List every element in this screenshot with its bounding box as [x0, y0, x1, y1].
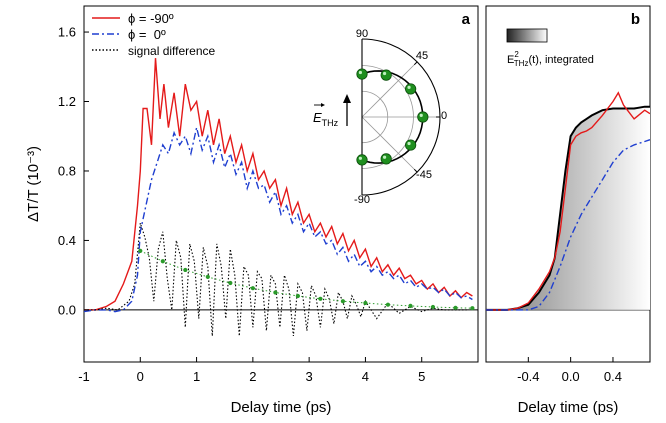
panel-b-legend: E2 THz(t), integrated [506, 28, 594, 68]
legend-label-black: signal difference [128, 44, 215, 58]
polar-data-point-highlight [382, 71, 387, 76]
x-tick-label: 1 [193, 369, 200, 384]
panel-a-plot-area [84, 58, 478, 337]
polar-data-point-highlight [419, 113, 423, 117]
series-green-fit-point [470, 306, 475, 311]
x-tick-label: 2 [249, 369, 256, 384]
series-red-line [486, 91, 650, 311]
polar-tick-minus45: -45 [416, 169, 432, 181]
series-green-fit-point [228, 280, 233, 286]
polar-data-point [380, 153, 392, 165]
series-green-fit-point [250, 286, 255, 291]
polar-tick-90: 90 [356, 28, 368, 40]
x-tick-label: 0.4 [604, 369, 622, 384]
field-label-vector-head [321, 103, 325, 107]
panel-a-legend: ϕ = -90º ϕ = 0º signal difference [92, 11, 215, 58]
panel-a-ylabel: ΔT/T (10⁻³) [25, 146, 42, 222]
polar-data-point-highlight [358, 70, 362, 75]
panel-a-axes: -1 0 1 2 3 4 50.00.40.81.21.6 [58, 25, 425, 384]
y-tick-label: 1.2 [58, 94, 76, 109]
series-green-fit-point [205, 274, 210, 280]
series-red-line [84, 58, 473, 311]
polar-data-point-highlight [358, 156, 362, 160]
panel-b-plot-area [486, 91, 650, 311]
series-green-fit-point [138, 248, 143, 253]
polar-tick [413, 168, 418, 173]
series-green-fit-point [160, 259, 165, 264]
series-integrated-line [486, 105, 650, 311]
polar-tick-minus90: -90 [354, 194, 370, 206]
x-tick-label: 0.0 [562, 369, 580, 384]
polar-data-point [405, 139, 417, 151]
x-tick-label: 4 [362, 369, 369, 384]
panel-b-xlabel: Delay time (ps) [518, 399, 619, 416]
y-tick-label: 1.6 [58, 25, 76, 40]
polar-data-point-highlight [407, 85, 411, 89]
series-green-fit-line [140, 250, 473, 309]
panel-b-axes: -0.4 0.0 0.4 [517, 357, 622, 384]
polar-tick-0: 0 [441, 110, 447, 122]
polar-data-point-highlight [382, 155, 387, 159]
series-green-fit-point [363, 300, 368, 306]
panel-b-label: b [631, 11, 640, 28]
field-arrow-head-icon [343, 94, 351, 103]
x-tick-label: -1 [78, 369, 90, 384]
series-blue-line [84, 127, 473, 313]
series-green-fit-point [318, 296, 323, 301]
series-green-fit-point [183, 267, 188, 273]
polar-inset: 90 45 0 -45 -90 ETHz [313, 28, 447, 206]
polar-data-point [405, 83, 417, 95]
legend-label-red: ϕ = -90º [128, 11, 174, 26]
x-tick-label: 0 [137, 369, 144, 384]
y-tick-label: 0.0 [58, 302, 76, 317]
polar-grid-ray [361, 116, 418, 173]
series-blue-line [486, 139, 650, 311]
series-integrated-area [486, 106, 650, 310]
series-green-fit-point [385, 302, 391, 307]
series-black-line [84, 222, 467, 337]
panel-a-frame [83, 5, 479, 363]
polar-tick [413, 61, 418, 66]
series-green-fit-point [408, 303, 413, 309]
x-tick-label: 3 [306, 369, 313, 384]
polar-grid-ray [361, 61, 418, 118]
polar-data-point [356, 154, 368, 166]
series-green-fit-point [340, 299, 346, 304]
x-tick-label: -0.4 [517, 369, 539, 384]
field-label: ETHz [313, 110, 339, 128]
panel-a-label: a [462, 11, 471, 28]
polar-data-point [356, 68, 368, 80]
legend-swatch-gradient [506, 28, 548, 43]
x-tick-label: 5 [418, 369, 425, 384]
series-green-fit-point [273, 290, 278, 295]
legend-label-blue: ϕ = 0º [128, 27, 166, 42]
polar-data-point [417, 111, 429, 123]
polar-tick-45: 45 [416, 50, 428, 62]
series-green-fit-point [295, 293, 300, 299]
series-green-fit-point [453, 305, 458, 310]
polar-data-point [380, 69, 392, 81]
y-tick-label: 0.4 [58, 233, 76, 248]
panel-a-xlabel: Delay time (ps) [231, 399, 332, 416]
y-tick-label: 0.8 [58, 163, 76, 178]
polar-data-point-highlight [407, 141, 411, 146]
legend-label-integrated: E2 THz(t), integrated [507, 50, 594, 68]
series-green-fit-point [430, 304, 436, 310]
